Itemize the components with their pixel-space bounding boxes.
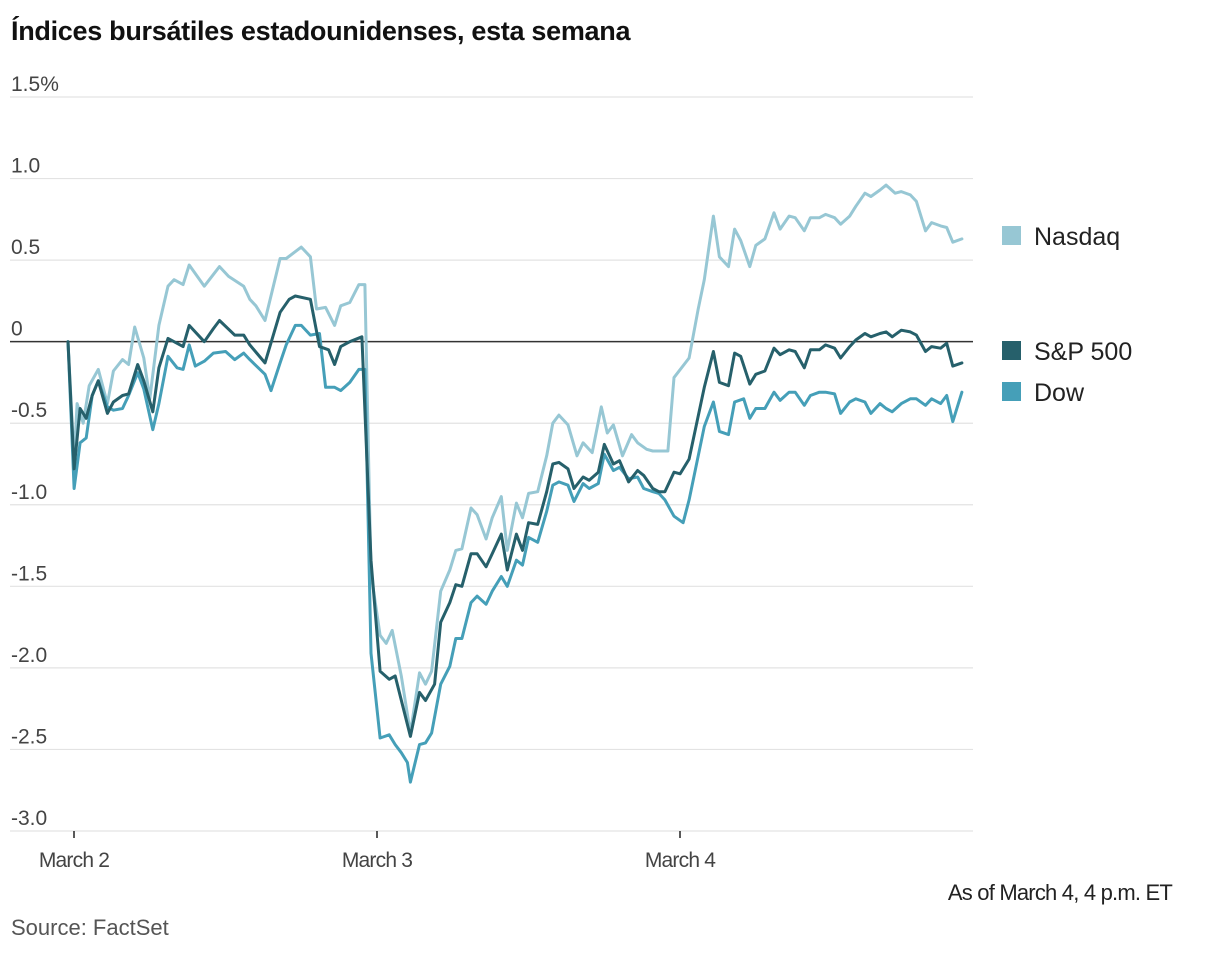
y-tick-label: 1.5% xyxy=(11,73,59,96)
legend-label-s-p-500: S&P 500 xyxy=(1034,338,1132,366)
legend-swatch-dow xyxy=(1002,382,1021,401)
y-tick-label: 0.5 xyxy=(11,236,40,259)
y-tick-label: 0 xyxy=(11,318,23,341)
y-tick-label: 1.0 xyxy=(11,155,40,178)
legend: Nasdaq S&P 500 Dow xyxy=(1002,223,1132,407)
series-line-nasdaq xyxy=(66,183,964,735)
y-tick-label: -1.0 xyxy=(11,481,47,504)
timestamp-note: As of March 4, 4 p.m. ET xyxy=(947,880,1173,905)
y-tick-label: -0.5 xyxy=(11,399,47,422)
series-line-dow xyxy=(66,323,964,784)
x-axis: March 2 March 3 March 4 xyxy=(39,831,717,872)
source-note: Source: FactSet xyxy=(11,915,169,940)
series-line-s-p-500 xyxy=(66,294,964,738)
legend-swatch-nasdaq xyxy=(1002,226,1021,245)
legend-swatch-s-p-500 xyxy=(1002,341,1021,360)
y-tick-label: -3.0 xyxy=(11,807,47,830)
legend-label-dow: Dow xyxy=(1034,379,1085,407)
y-tick-label: -2.0 xyxy=(11,644,47,667)
y-tick-label: -1.5 xyxy=(11,562,47,585)
y-axis: 1.5% 1.0 0.5 0 -0.5 -1.0 -1.5 -2.0 -2.5 -3.0 xyxy=(11,73,59,830)
grid-layer xyxy=(10,96,973,832)
legend-label-nasdaq: Nasdaq xyxy=(1034,223,1120,251)
x-tick-label: March 2 xyxy=(39,849,109,872)
x-tick-label: March 4 xyxy=(645,849,716,872)
x-tick-label: March 3 xyxy=(342,849,412,872)
y-tick-label: -2.5 xyxy=(11,725,47,748)
series-layer xyxy=(66,183,964,784)
chart-title: Índices bursátiles estadounidenses, esta… xyxy=(11,16,631,46)
